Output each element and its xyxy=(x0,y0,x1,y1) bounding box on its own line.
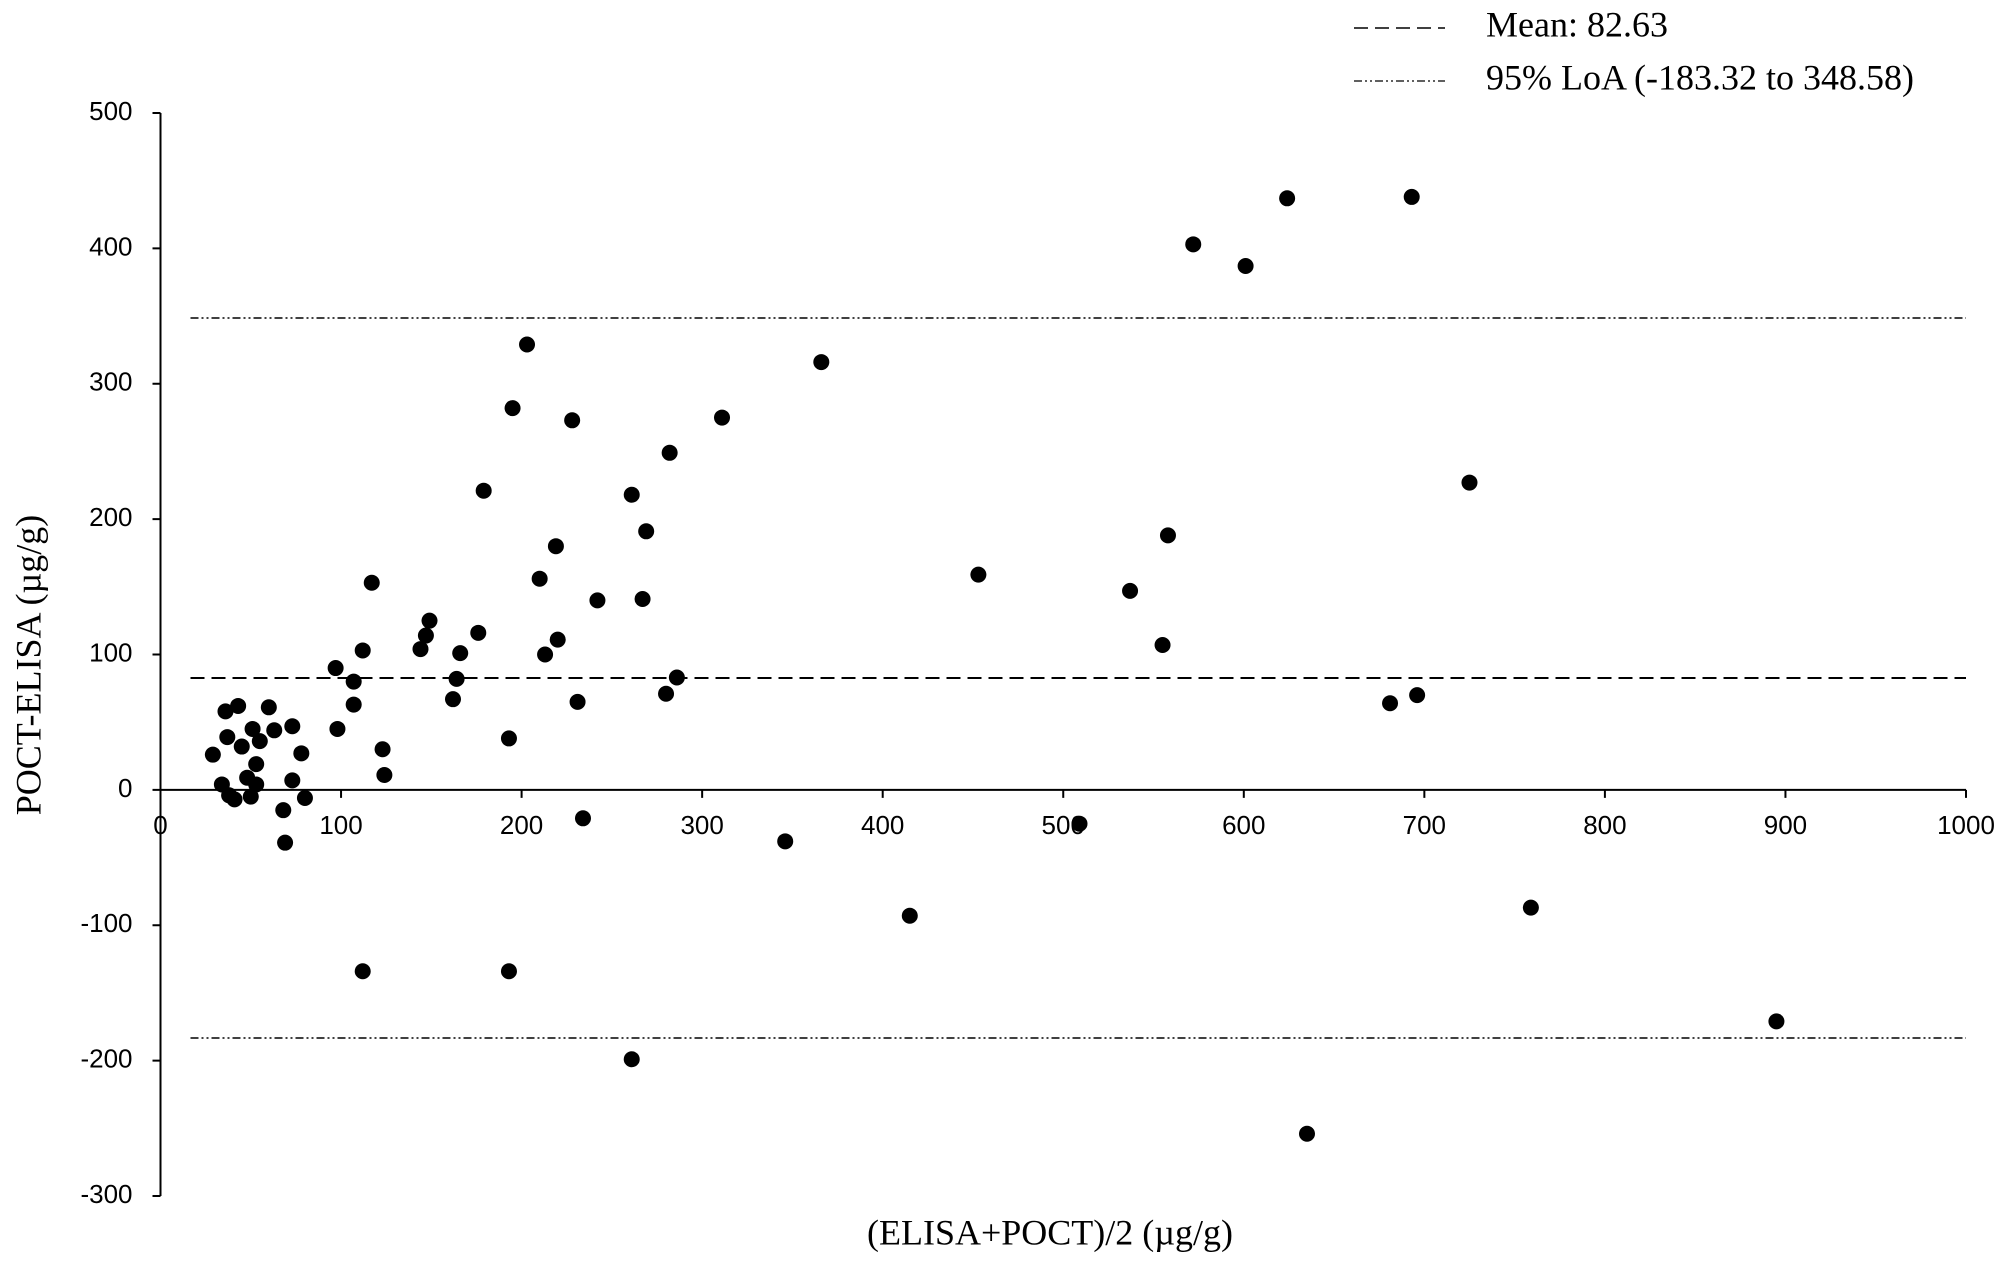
y-tick-label: 100 xyxy=(89,637,132,667)
point xyxy=(475,482,492,499)
point xyxy=(574,810,591,827)
y-tick-label: -200 xyxy=(80,1044,132,1074)
point xyxy=(504,400,521,417)
point xyxy=(1522,899,1539,916)
point xyxy=(1237,257,1254,274)
point xyxy=(537,646,554,663)
x-tick-label: 200 xyxy=(500,810,543,840)
point xyxy=(354,963,371,980)
point xyxy=(813,354,830,371)
point xyxy=(376,766,393,783)
point xyxy=(519,336,536,353)
point xyxy=(345,673,362,690)
point xyxy=(549,631,566,648)
point xyxy=(1185,236,1202,253)
point xyxy=(251,733,268,750)
point xyxy=(248,756,265,773)
x-tick-label: 600 xyxy=(1222,810,1265,840)
y-tick-label: 400 xyxy=(89,231,132,261)
point xyxy=(1461,474,1478,491)
point xyxy=(354,642,371,659)
x-tick-label: 700 xyxy=(1403,810,1446,840)
point xyxy=(217,703,234,720)
point xyxy=(444,691,461,708)
y-tick-label: 500 xyxy=(89,96,132,126)
point xyxy=(638,523,655,540)
point xyxy=(277,834,294,851)
legend-label: 95% LoA (-183.32 to 348.58) xyxy=(1486,57,1914,97)
point xyxy=(363,574,380,591)
point xyxy=(242,788,259,805)
point xyxy=(1298,1125,1315,1142)
point xyxy=(266,722,283,739)
point xyxy=(547,538,564,555)
point xyxy=(569,693,586,710)
x-tick-label: 0 xyxy=(153,810,167,840)
x-tick-label: 300 xyxy=(680,810,723,840)
point xyxy=(658,685,675,702)
point xyxy=(1768,1013,1785,1030)
point xyxy=(1403,188,1420,205)
point xyxy=(661,444,678,461)
point xyxy=(564,412,581,429)
point xyxy=(284,772,301,789)
y-tick-label: -100 xyxy=(80,908,132,938)
point xyxy=(417,627,434,644)
y-tick-label: 300 xyxy=(89,367,132,397)
point xyxy=(374,741,391,758)
point xyxy=(901,907,918,924)
point xyxy=(589,592,606,609)
x-axis-title: (ELISA+POCT)/2 (µg/g) xyxy=(867,1212,1233,1252)
point xyxy=(970,566,987,583)
x-tick-label: 400 xyxy=(861,810,904,840)
point xyxy=(219,729,236,746)
point xyxy=(233,738,250,755)
x-tick-label: 1000 xyxy=(1937,810,1995,840)
point xyxy=(284,718,301,735)
point xyxy=(448,670,465,687)
point xyxy=(329,720,346,737)
y-tick-label: 0 xyxy=(118,773,132,803)
point xyxy=(244,720,261,737)
y-axis-title: POCT-ELISA (µg/g) xyxy=(8,515,48,815)
point xyxy=(500,730,517,747)
point xyxy=(500,963,517,980)
point xyxy=(327,660,344,677)
legend-label: Mean: 82.63 xyxy=(1486,4,1668,44)
point xyxy=(230,697,247,714)
point xyxy=(275,802,292,819)
point xyxy=(421,612,438,629)
point xyxy=(531,570,548,587)
point xyxy=(1122,582,1139,599)
point xyxy=(714,409,731,426)
point xyxy=(634,590,651,607)
y-tick-label: -300 xyxy=(80,1179,132,1209)
point xyxy=(470,624,487,641)
point xyxy=(623,486,640,503)
point xyxy=(777,833,794,850)
point xyxy=(293,745,310,762)
point xyxy=(452,645,469,662)
point xyxy=(260,699,277,716)
point xyxy=(296,789,313,806)
point xyxy=(1279,190,1296,207)
point xyxy=(345,696,362,713)
x-tick-label: 800 xyxy=(1583,810,1626,840)
point xyxy=(204,746,221,763)
y-tick-label: 200 xyxy=(89,502,132,532)
point xyxy=(1159,527,1176,544)
x-tick-label: 900 xyxy=(1764,810,1807,840)
point xyxy=(1409,687,1426,704)
x-tick-label: 100 xyxy=(319,810,362,840)
point xyxy=(1071,815,1088,832)
point xyxy=(668,669,685,686)
point xyxy=(226,791,243,808)
point xyxy=(623,1051,640,1068)
point xyxy=(1154,637,1171,654)
point xyxy=(412,641,429,658)
point xyxy=(1382,695,1399,712)
point xyxy=(248,776,265,793)
